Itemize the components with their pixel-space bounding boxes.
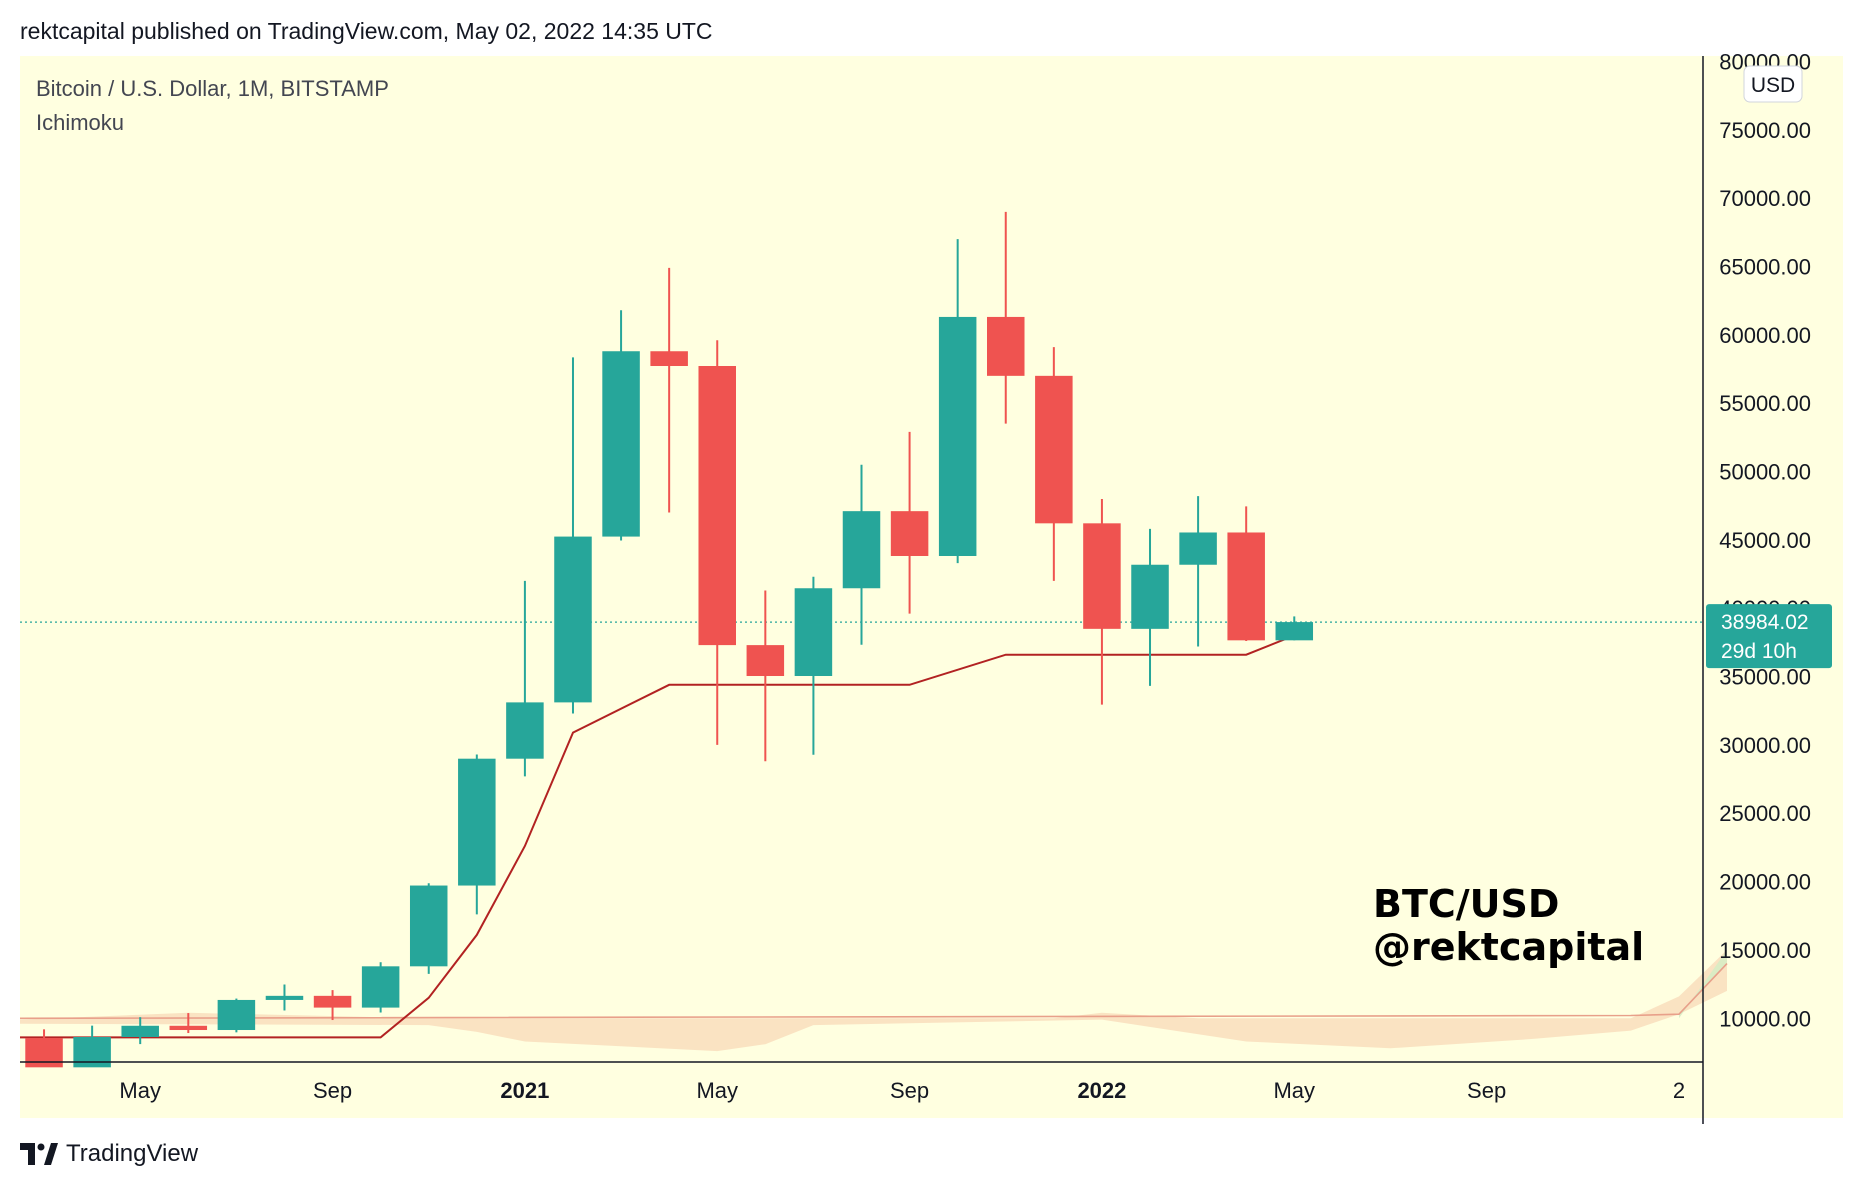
candle-body — [890, 511, 929, 556]
candle[interactable] — [698, 340, 736, 745]
candle-body — [265, 995, 304, 1000]
price-tick-label: 55000.00 — [1719, 391, 1811, 416]
candle[interactable] — [1179, 496, 1217, 647]
candle[interactable] — [650, 267, 688, 513]
candle[interactable] — [746, 590, 785, 762]
watermark-pair: BTC/USD — [1373, 882, 1559, 926]
price-tick-label: 10000.00 — [1719, 1006, 1811, 1031]
footer: TradingView — [20, 1140, 198, 1168]
candle[interactable] — [1131, 528, 1169, 686]
price-tick-label: 45000.00 — [1719, 528, 1811, 553]
price-tick-label: 35000.00 — [1719, 665, 1811, 690]
last-price-value: 38984.02 — [1721, 611, 1809, 634]
time-tick-label: Sep — [313, 1078, 352, 1103]
last-price-tag-bg — [1706, 604, 1832, 669]
candle-body — [217, 999, 256, 1031]
currency-badge[interactable]: USD — [1743, 65, 1803, 103]
candle[interactable] — [458, 754, 496, 915]
candle[interactable] — [890, 431, 929, 614]
time-tick-label: 2022 — [1077, 1078, 1126, 1103]
candle[interactable] — [554, 357, 592, 714]
candle[interactable] — [987, 211, 1025, 424]
tradingview-logo-icon[interactable] — [20, 1143, 58, 1165]
candle-body — [1035, 375, 1073, 524]
candle-body — [1083, 523, 1121, 629]
candle-body — [1131, 564, 1169, 629]
candle[interactable] — [121, 1017, 159, 1045]
footer-brand: TradingView — [66, 1140, 199, 1167]
candle[interactable] — [409, 883, 448, 974]
time-tick-label: May — [119, 1078, 161, 1103]
candle-body — [650, 351, 688, 367]
candle[interactable] — [1227, 506, 1265, 642]
candle-body — [1179, 532, 1217, 565]
candle-body — [554, 536, 592, 703]
candle-body — [746, 645, 785, 677]
candle-body — [121, 1025, 159, 1037]
price-tick-label: 60000.00 — [1719, 323, 1811, 348]
candle[interactable] — [1083, 498, 1121, 705]
indicator-label: Ichimoku — [36, 110, 124, 135]
time-tick-label: Sep — [890, 1078, 929, 1103]
candle-body — [458, 758, 496, 886]
candle[interactable] — [938, 239, 977, 564]
price-axis[interactable]: 80000.0075000.0070000.0065000.0060000.00… — [1702, 49, 1811, 1124]
time-axis[interactable]: May Sep 2021 May Sep 2022 May Sep 2 — [20, 1061, 1703, 1103]
time-tick-label: May — [1273, 1078, 1315, 1103]
price-tick-label: 70000.00 — [1719, 186, 1811, 211]
price-tick-label: 65000.00 — [1719, 254, 1811, 279]
candle-body — [169, 1025, 208, 1031]
price-tick-label: 75000.00 — [1719, 118, 1811, 143]
candle-body — [842, 511, 881, 589]
candle-body — [698, 366, 736, 646]
candle-body — [987, 316, 1025, 376]
candle-body — [313, 995, 352, 1008]
price-tick-label: 25000.00 — [1719, 801, 1811, 826]
candle[interactable] — [506, 580, 544, 777]
candle-body — [361, 966, 400, 1008]
chart-title: Bitcoin / U.S. Dollar, 1M, BITSTAMP — [36, 76, 389, 101]
kijun-line-group — [20, 634, 1295, 1039]
publish-attribution: rektcapital published on TradingView.com… — [20, 18, 713, 44]
cloud-area — [20, 949, 1727, 1052]
candle[interactable] — [313, 990, 352, 1021]
candle-body — [73, 1036, 111, 1068]
candle-body — [506, 702, 544, 759]
kijun-line — [20, 634, 1295, 1039]
time-tick-label: Sep — [1467, 1078, 1506, 1103]
candle[interactable] — [602, 310, 640, 541]
candle-body — [1275, 622, 1314, 641]
candle-body — [409, 885, 448, 967]
last-price-tag: 38984.02 29d 10h — [1706, 604, 1832, 669]
candle-body — [25, 1038, 63, 1068]
time-tick-label: 2 — [1673, 1078, 1685, 1103]
candle[interactable] — [842, 464, 881, 645]
candle-body — [1227, 532, 1265, 641]
candle[interactable] — [1275, 616, 1314, 641]
time-tick-label: 2021 — [500, 1078, 549, 1103]
bar-countdown: 29d 10h — [1721, 640, 1797, 663]
time-tick-label: May — [696, 1078, 738, 1103]
candle-body — [938, 316, 977, 556]
candle[interactable] — [1035, 347, 1073, 581]
price-tick-label: 50000.00 — [1719, 460, 1811, 485]
watermark-author: @rektcapital — [1373, 925, 1644, 969]
price-tick-label: 15000.00 — [1719, 938, 1811, 963]
chart-background — [20, 56, 1843, 1118]
price-tick-label: 20000.00 — [1719, 870, 1811, 895]
candle[interactable] — [794, 576, 833, 755]
candle-body — [602, 351, 640, 537]
candle-body — [794, 588, 833, 677]
candle[interactable] — [169, 1013, 208, 1034]
candle[interactable] — [361, 962, 400, 1013]
price-tick-label: 30000.00 — [1719, 733, 1811, 758]
candle[interactable] — [217, 998, 256, 1033]
candle[interactable] — [265, 984, 304, 1011]
currency-label: USD — [1751, 74, 1795, 97]
